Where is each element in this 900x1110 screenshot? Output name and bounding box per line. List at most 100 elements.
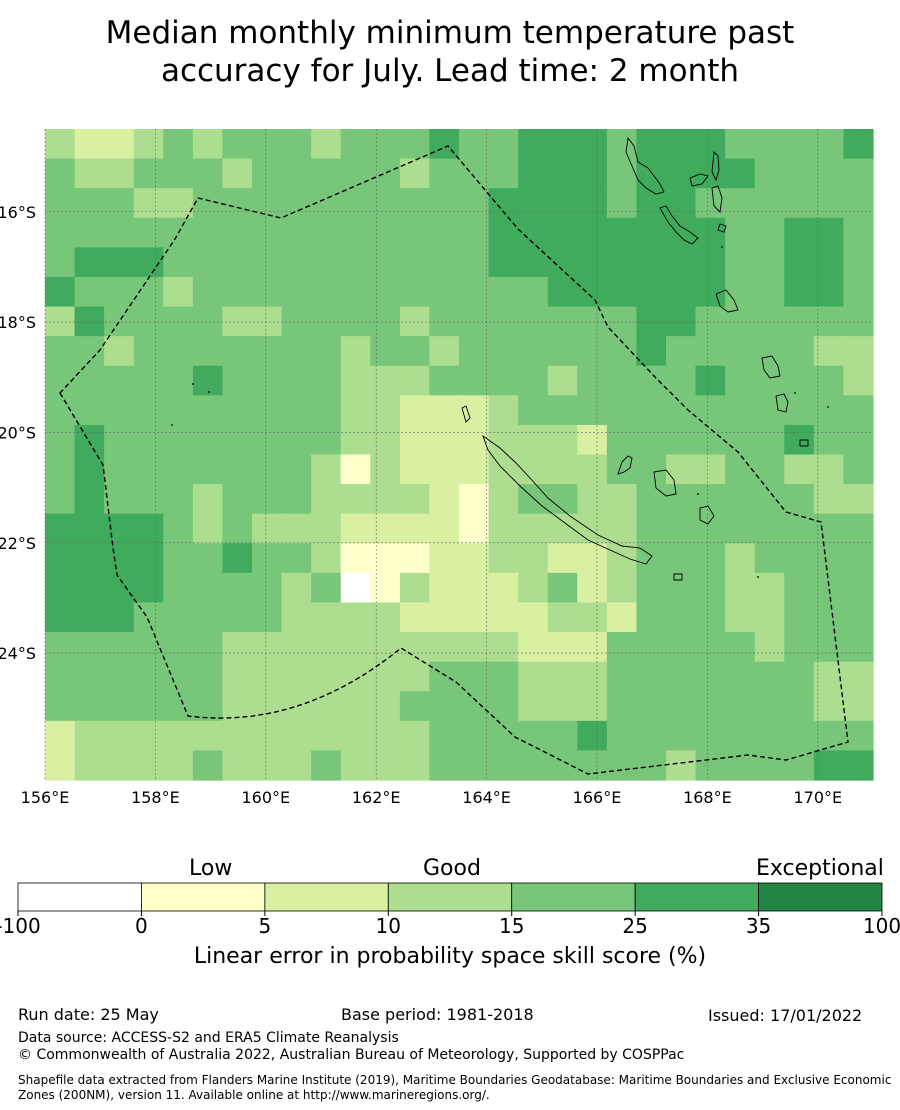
skill-grid: [45, 129, 874, 781]
skill-cell: [104, 720, 135, 752]
skill-cell: [429, 424, 460, 456]
skill-cell: [636, 395, 667, 426]
skill-cell: [311, 750, 342, 781]
skill-cell: [429, 217, 460, 248]
skill-cell: [45, 336, 76, 367]
skill-cell: [163, 572, 194, 604]
skill-cell: [488, 750, 519, 781]
skill-cell: [518, 424, 549, 456]
skill-cell: [547, 276, 578, 308]
skill-cell: [104, 572, 135, 604]
skill-cell: [399, 158, 431, 189]
island-outline: [689, 173, 709, 187]
skill-cell: [311, 661, 342, 692]
skill-cell: [725, 365, 756, 396]
skill-cell: [74, 513, 105, 544]
skill-cell: [311, 454, 342, 485]
skill-cell: [695, 484, 726, 515]
skill-cell: [429, 513, 460, 544]
island-outline: [775, 393, 789, 413]
skill-cell: [459, 750, 490, 781]
skill-cell: [754, 158, 785, 189]
skill-cell: [311, 543, 342, 574]
skill-cell: [459, 217, 490, 248]
skill-cell: [459, 276, 490, 308]
island-outline: [799, 439, 809, 447]
skill-cell: [45, 632, 76, 663]
skill-cell: [459, 602, 490, 633]
skill-cell: [547, 129, 578, 160]
skill-cell: [45, 276, 76, 308]
skill-cell: [192, 158, 224, 189]
skill-cell: [340, 217, 371, 248]
skill-cell: [370, 602, 401, 633]
skill-cell: [104, 484, 135, 515]
skill-cell: [488, 158, 519, 189]
skill-cell: [192, 247, 224, 278]
skill-cell: [45, 513, 76, 544]
skill-cell: [74, 750, 105, 781]
skill-cell: [399, 424, 431, 456]
skill-cell: [311, 336, 342, 367]
skill-cell: [606, 720, 638, 752]
skill-cell: [606, 217, 638, 248]
skill-cell: [547, 454, 578, 485]
skill-cell: [252, 691, 283, 722]
skill-cell: [429, 306, 460, 337]
skill-cell: [547, 484, 578, 515]
skill-cell: [429, 365, 460, 396]
skill-cell: [488, 424, 519, 456]
skill-cell: [281, 365, 312, 396]
skill-cell: [104, 217, 135, 248]
skill-cell: [459, 691, 490, 722]
skill-cell: [725, 661, 756, 692]
y-tick-label: 24°S: [0, 644, 36, 663]
skill-cell: [725, 276, 756, 308]
skill-cell: [547, 306, 578, 337]
skill-cell: [725, 247, 756, 278]
skill-cell: [429, 395, 460, 426]
skill-cell: [577, 513, 608, 544]
skill-cell: [163, 424, 194, 456]
skill-cell: [666, 661, 697, 692]
skill-cell: [725, 306, 756, 337]
skill-cell: [488, 336, 519, 367]
skill-cell: [547, 365, 578, 396]
skill-cell: [754, 484, 785, 515]
skill-cell: [252, 484, 283, 515]
skill-cell: [311, 276, 342, 308]
skill-cell: [754, 513, 785, 544]
skill-cell: [695, 750, 726, 781]
colorbar-label: Linear error in probability space skill …: [193, 944, 707, 969]
colorbar-box: [634, 882, 759, 912]
skill-cell: [606, 247, 638, 278]
skill-cell: [74, 158, 105, 189]
skill-cell: [843, 691, 874, 722]
skill-cell: [311, 365, 342, 396]
x-tick-label: 158°E: [131, 788, 180, 807]
skill-cell: [547, 543, 578, 574]
skill-cell: [636, 661, 667, 692]
skill-cell: [399, 513, 431, 544]
skill-cell: [518, 750, 549, 781]
colorbar-box: [141, 882, 266, 912]
skill-cell: [695, 454, 726, 485]
base-period: Base period: 1981-2018: [341, 1005, 534, 1024]
skill-cell: [606, 632, 638, 663]
skill-cell: [725, 424, 756, 456]
skill-cell: [725, 691, 756, 722]
island-outline: [659, 205, 699, 245]
skill-cell: [666, 306, 697, 337]
skill-cell: [577, 129, 608, 160]
y-axis-ticks: 16°S 18°S 20°S 22°S 24°S: [0, 203, 36, 663]
skill-cell: [104, 424, 135, 456]
colorbar-boxes: [17, 882, 883, 916]
eez-boundary: [59, 145, 849, 775]
skill-cell: [311, 691, 342, 722]
skill-cell: [192, 661, 224, 692]
skill-cell: [754, 336, 785, 367]
skill-cell: [192, 306, 224, 337]
skill-cell: [606, 276, 638, 308]
skill-cell: [754, 602, 785, 633]
skill-cell: [104, 336, 135, 367]
